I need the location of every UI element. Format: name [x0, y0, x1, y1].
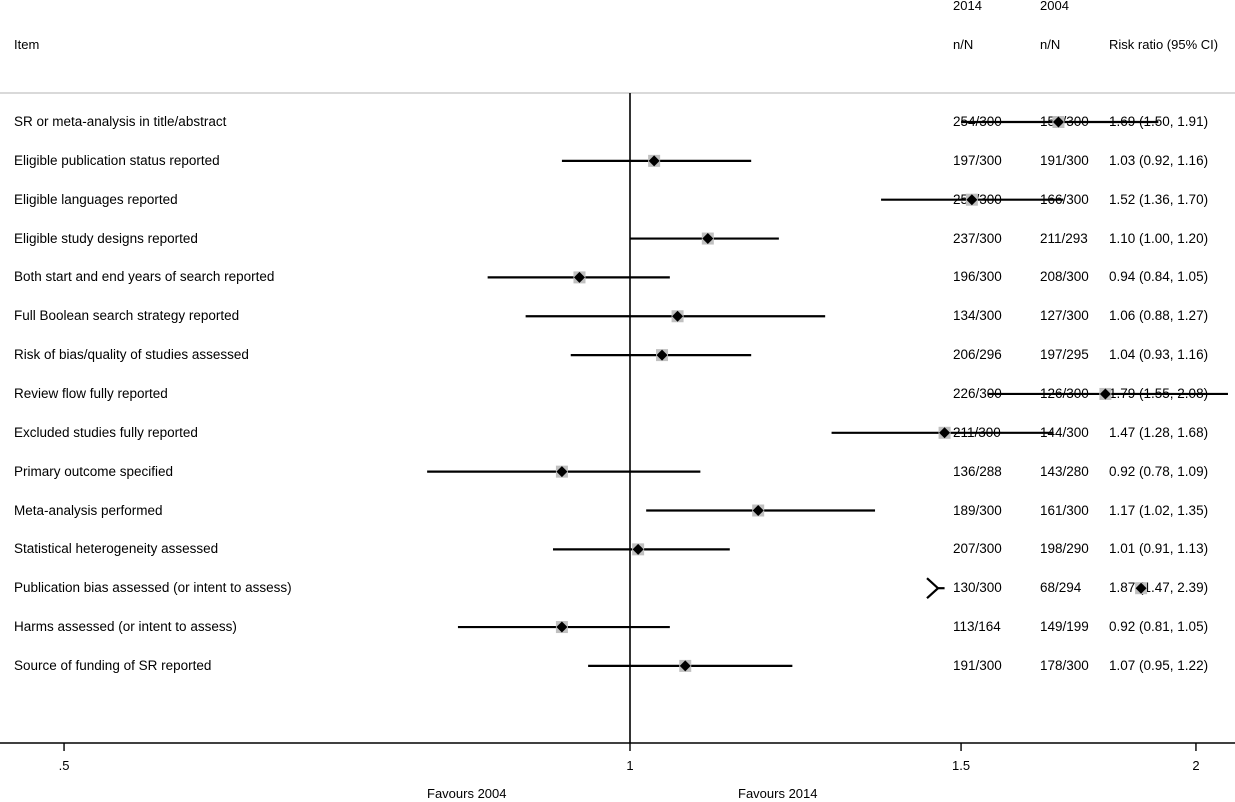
- row-item-label: Meta-analysis performed: [14, 502, 163, 518]
- forest-row-mark: [646, 504, 876, 517]
- row-risk-ratio: 1.69 (1.50, 1.91): [1109, 114, 1209, 129]
- row-n-2014: 189/300: [953, 502, 1002, 518]
- row-n-2004: 166/300: [1040, 191, 1089, 207]
- row-n-2014: 207/300: [953, 541, 1002, 557]
- row-risk-ratio: 1.07 (0.95, 1.22): [1109, 657, 1209, 673]
- point-estimate: [679, 660, 691, 672]
- forest-row-mark: [457, 621, 670, 634]
- point-estimate: [672, 310, 684, 322]
- row-risk-ratio: 0.94 (0.84, 1.05): [1109, 269, 1209, 285]
- point-estimate: [1052, 116, 1064, 128]
- row-item-label: Statistical heterogeneity assessed: [14, 541, 219, 557]
- row-n-2004: 144/300: [1040, 424, 1089, 440]
- forest-row-mark: [487, 271, 670, 284]
- row-n-2004: 68/294: [1040, 580, 1082, 596]
- ci-arrow: [926, 577, 940, 600]
- row-item-label: Eligible languages reported: [14, 191, 178, 207]
- row-n-2014: 136/288: [953, 463, 1002, 479]
- forest-row-mark: [570, 349, 752, 362]
- row-n-2004: 197/295: [1040, 347, 1089, 363]
- point-estimate: [966, 194, 978, 206]
- x-tick-label: 1.5: [952, 758, 970, 773]
- point-estimate: [939, 427, 951, 439]
- row-risk-ratio: 1.04 (0.93, 1.16): [1109, 347, 1209, 363]
- point-estimate: [752, 505, 764, 516]
- row-n-2004: 149/199: [1040, 619, 1089, 635]
- row-risk-ratio: 1.10 (1.00, 1.20): [1109, 230, 1209, 246]
- row-item-label: Full Boolean search strategy reported: [14, 308, 240, 324]
- row-item-label: Source of funding of SR reported: [14, 657, 212, 673]
- row-n-2004: 191/300: [1040, 152, 1089, 168]
- favours-2014-label: Favours 2014: [738, 786, 818, 801]
- row-n-2004: 127/300: [1040, 308, 1089, 324]
- point-estimate: [648, 155, 660, 167]
- row-item-label: SR or meta-analysis in title/abstract: [14, 114, 227, 129]
- row-risk-ratio: 1.06 (0.88, 1.27): [1109, 308, 1209, 324]
- point-estimate: [632, 543, 644, 555]
- forest-row-mark: [561, 154, 752, 167]
- forest-row-mark: [961, 116, 1159, 128]
- row-n-2014: 226/300: [953, 385, 1002, 401]
- row-n-2014: 196/300: [953, 269, 1002, 285]
- row-risk-ratio: 1.47 (1.28, 1.68): [1109, 424, 1209, 440]
- favours-2004-label: Favours 2004: [427, 786, 507, 801]
- forest-row-mark: [881, 193, 1064, 206]
- row-risk-ratio: 1.01 (0.91, 1.13): [1109, 541, 1209, 557]
- row-n-2014: 191/300: [953, 657, 1002, 673]
- header-item: Item: [14, 37, 40, 52]
- x-tick-label: 2: [1192, 758, 1199, 773]
- row-n-2004: 211/293: [1040, 230, 1088, 246]
- row-risk-ratio: 1.52 (1.36, 1.70): [1109, 191, 1209, 207]
- forest-row-mark: [831, 426, 1054, 439]
- row-n-2004: 178/300: [1040, 657, 1089, 673]
- row-n-2014: 130/300: [953, 580, 1002, 596]
- row-item-label: Publication bias assessed (or intent to …: [14, 580, 292, 596]
- row-n-2014: 113/164: [953, 619, 1001, 635]
- header-nn-2004: n/N: [1040, 37, 1061, 52]
- forest-row-mark: [427, 465, 701, 478]
- header-risk-ratio: Risk ratio (95% CI): [1109, 37, 1219, 52]
- row-item-label: Harms assessed (or intent to assess): [14, 619, 237, 635]
- forest-row-mark: [926, 577, 1148, 600]
- row-item-label: Review flow fully reported: [14, 385, 168, 401]
- point-estimate: [656, 349, 668, 361]
- forest-row-mark: [525, 310, 826, 323]
- row-n-2014: 197/300: [953, 152, 1002, 168]
- row-risk-ratio: 1.87 (1.47, 2.39): [1109, 580, 1209, 596]
- point-estimate: [556, 621, 568, 633]
- header-divider: [0, 92, 1235, 94]
- row-item-label: Eligible publication status reported: [14, 152, 220, 168]
- row-n-2014: 134/300: [953, 308, 1002, 324]
- row-risk-ratio: 1.17 (1.02, 1.35): [1109, 502, 1209, 518]
- row-n-2004: 198/290: [1040, 541, 1089, 557]
- forest-row-mark: [552, 543, 730, 556]
- x-tick-label: 1: [626, 758, 633, 773]
- header-year-2014: 2014: [953, 0, 982, 13]
- point-estimate: [556, 466, 568, 478]
- row-risk-ratio: 1.03 (0.92, 1.16): [1109, 152, 1209, 168]
- row-item-label: Risk of bias/quality of studies assessed: [14, 347, 249, 363]
- row-risk-ratio: 0.92 (0.81, 1.05): [1109, 619, 1209, 635]
- row-n-2004: 143/280: [1040, 463, 1089, 479]
- x-tick-label: .5: [59, 758, 70, 773]
- point-estimate: [1099, 388, 1111, 400]
- header-year-2004: 2004: [1040, 0, 1069, 13]
- forest-row-mark: [588, 659, 793, 672]
- row-item-label: Primary outcome specified: [14, 463, 174, 479]
- forest-row-mark: [987, 387, 1228, 400]
- row-risk-ratio: 0.92 (0.78, 1.09): [1109, 463, 1209, 479]
- forest-row-mark: [630, 232, 779, 245]
- row-n-2004: 161/300: [1040, 502, 1089, 518]
- row-item-label: Both start and end years of search repor…: [14, 269, 275, 285]
- row-n-2014: 206/296: [953, 347, 1002, 363]
- row-item-label: Eligible study designs reported: [14, 230, 198, 246]
- row-n-2014: 237/300: [953, 230, 1002, 246]
- row-n-2004: 208/300: [1040, 269, 1089, 285]
- row-item-label: Excluded studies fully reported: [14, 424, 198, 440]
- point-estimate: [1135, 582, 1147, 594]
- header-nn-2014: n/N: [953, 37, 974, 52]
- point-estimate: [573, 271, 585, 283]
- point-estimate: [702, 233, 714, 245]
